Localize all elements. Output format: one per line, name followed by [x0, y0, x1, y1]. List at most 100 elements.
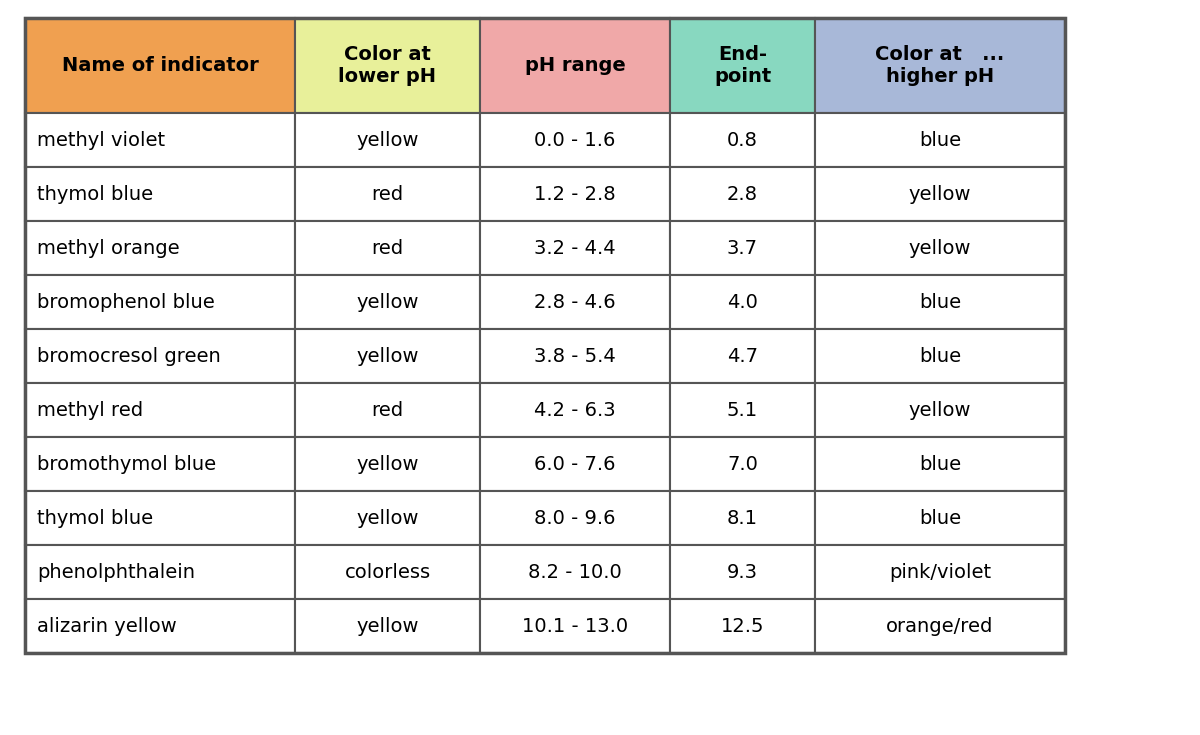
Text: colorless: colorless [344, 562, 431, 581]
Bar [670, 545, 815, 599]
Bar [480, 329, 670, 383]
Bar [815, 599, 1066, 653]
Text: 0.0 - 1.6: 0.0 - 1.6 [534, 131, 616, 149]
Text: 9.3: 9.3 [727, 562, 758, 581]
Text: thymol blue: thymol blue [37, 184, 154, 204]
Bar [25, 491, 295, 545]
Bar [295, 113, 480, 167]
Text: bromocresol green: bromocresol green [37, 346, 221, 365]
Bar [670, 599, 815, 653]
Text: blue: blue [919, 509, 961, 528]
Text: 8.0 - 9.6: 8.0 - 9.6 [534, 509, 616, 528]
Text: pink/violet: pink/violet [889, 562, 991, 581]
Bar [25, 113, 295, 167]
Bar [480, 275, 670, 329]
Text: 10.1 - 13.0: 10.1 - 13.0 [522, 617, 628, 636]
Bar [295, 437, 480, 491]
Text: methyl violet: methyl violet [37, 131, 166, 149]
Text: 3.7: 3.7 [727, 238, 758, 257]
Bar [480, 221, 670, 275]
Bar [25, 18, 1066, 653]
Text: 6.0 - 7.6: 6.0 - 7.6 [534, 454, 616, 473]
Bar [670, 113, 815, 167]
Bar [815, 383, 1066, 437]
Text: yellow: yellow [356, 454, 419, 473]
Text: yellow: yellow [356, 346, 419, 365]
Text: blue: blue [919, 131, 961, 149]
Text: yellow: yellow [908, 184, 971, 204]
Bar [815, 275, 1066, 329]
Bar [815, 18, 1066, 113]
Bar [670, 329, 815, 383]
Text: 2.8: 2.8 [727, 184, 758, 204]
Text: 12.5: 12.5 [721, 617, 764, 636]
Text: yellow: yellow [908, 401, 971, 420]
Bar [25, 275, 295, 329]
Bar [295, 275, 480, 329]
Text: bromophenol blue: bromophenol blue [37, 293, 215, 312]
Bar [480, 113, 670, 167]
Text: yellow: yellow [356, 509, 419, 528]
Text: alizarin yellow: alizarin yellow [37, 617, 176, 636]
Text: blue: blue [919, 293, 961, 312]
Bar [670, 167, 815, 221]
Text: methyl red: methyl red [37, 401, 143, 420]
Text: thymol blue: thymol blue [37, 509, 154, 528]
Bar [25, 545, 295, 599]
Bar [480, 599, 670, 653]
Bar [25, 18, 295, 113]
Text: pH range: pH range [524, 56, 625, 75]
Text: 1.2 - 2.8: 1.2 - 2.8 [534, 184, 616, 204]
Text: 8.2 - 10.0: 8.2 - 10.0 [528, 562, 622, 581]
Bar [670, 383, 815, 437]
Text: 7.0: 7.0 [727, 454, 758, 473]
Text: End-
point: End- point [714, 45, 772, 86]
Text: 0.8: 0.8 [727, 131, 758, 149]
Bar [815, 491, 1066, 545]
Text: 5.1: 5.1 [727, 401, 758, 420]
Bar [295, 491, 480, 545]
Text: Color at   ...
higher pH: Color at ... higher pH [875, 45, 1004, 86]
Bar [480, 491, 670, 545]
Text: 2.8 - 4.6: 2.8 - 4.6 [534, 293, 616, 312]
Bar [815, 545, 1066, 599]
Text: 4.7: 4.7 [727, 346, 758, 365]
Bar [25, 329, 295, 383]
Text: yellow: yellow [356, 293, 419, 312]
Text: 4.0: 4.0 [727, 293, 758, 312]
Text: yellow: yellow [356, 131, 419, 149]
Bar [480, 383, 670, 437]
Bar [25, 599, 295, 653]
Bar [480, 545, 670, 599]
Bar [295, 599, 480, 653]
Bar [480, 18, 670, 113]
Text: blue: blue [919, 454, 961, 473]
Text: 8.1: 8.1 [727, 509, 758, 528]
Text: methyl orange: methyl orange [37, 238, 180, 257]
Text: yellow: yellow [908, 238, 971, 257]
Bar [25, 221, 295, 275]
Bar [295, 545, 480, 599]
Bar [295, 167, 480, 221]
Text: red: red [372, 184, 403, 204]
Bar [295, 383, 480, 437]
Bar [670, 491, 815, 545]
Text: phenolphthalein: phenolphthalein [37, 562, 194, 581]
Bar [815, 329, 1066, 383]
Text: 3.2 - 4.4: 3.2 - 4.4 [534, 238, 616, 257]
Bar [815, 167, 1066, 221]
Bar [25, 437, 295, 491]
Bar [670, 437, 815, 491]
Bar [295, 221, 480, 275]
Text: 4.2 - 6.3: 4.2 - 6.3 [534, 401, 616, 420]
Text: bromothymol blue: bromothymol blue [37, 454, 216, 473]
Text: orange/red: orange/red [887, 617, 994, 636]
Bar [295, 329, 480, 383]
Bar [480, 437, 670, 491]
Bar [815, 221, 1066, 275]
Text: 3.8 - 5.4: 3.8 - 5.4 [534, 346, 616, 365]
Text: red: red [372, 401, 403, 420]
Bar [25, 167, 295, 221]
Text: blue: blue [919, 346, 961, 365]
Text: red: red [372, 238, 403, 257]
